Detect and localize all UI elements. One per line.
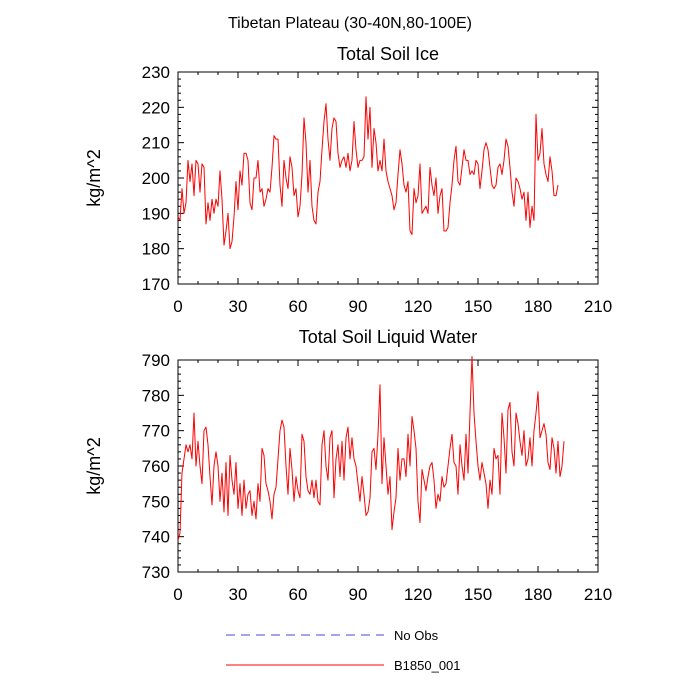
x-tick-label: 150 (464, 297, 492, 316)
y-tick-label: 790 (142, 351, 170, 370)
x-tick-label: 210 (584, 585, 612, 604)
y-tick-label: 230 (142, 63, 170, 82)
y-tick-label: 750 (142, 492, 170, 511)
x-tick-label: 60 (289, 585, 308, 604)
x-tick-label: 180 (524, 297, 552, 316)
x-tick-label: 150 (464, 585, 492, 604)
x-tick-label: 30 (229, 297, 248, 316)
x-tick-label: 0 (173, 585, 182, 604)
series-line (177, 355, 565, 541)
y-axis-label: kg/m^2 (84, 149, 104, 206)
plot-frame (177, 359, 599, 573)
x-tick-label: 210 (584, 297, 612, 316)
x-tick-label: 90 (349, 585, 368, 604)
series-line (177, 96, 559, 250)
panel-title: Total Soil Ice (337, 44, 439, 64)
panel-total-soil-ice: Total Soil Ice 0 30 60 90 120 150 180 210 170 180 1… (84, 44, 612, 316)
y-tick-label: 210 (142, 134, 170, 153)
x-tick-label: 180 (524, 585, 552, 604)
y-tick-label: 180 (142, 240, 170, 259)
figure-title: Tibetan Plateau (30-40N,80-100E) (228, 15, 472, 32)
y-tick-label: 190 (142, 204, 170, 223)
x-tick-label: 0 (173, 297, 182, 316)
y-axis-label: kg/m^2 (84, 437, 104, 494)
panel-title: Total Soil Liquid Water (299, 327, 477, 347)
y-tick-label: 780 (142, 386, 170, 405)
x-tick-label: 120 (404, 297, 432, 316)
y-tick-label: 200 (142, 169, 170, 188)
y-tick-label: 770 (142, 422, 170, 441)
legend-label: B1850_001 (394, 658, 461, 673)
x-tick-label: 120 (404, 585, 432, 604)
legend: No Obs B1850_001 (226, 628, 461, 673)
y-tick-label: 730 (142, 563, 170, 582)
x-tick-label: 30 (229, 585, 248, 604)
panel-total-soil-liquid-water: Total Soil Liquid Water 0 30 60 90 120 150 180 2… (84, 327, 612, 604)
x-tick-label: 90 (349, 297, 368, 316)
legend-label: No Obs (394, 628, 439, 643)
y-tick-label: 760 (142, 457, 170, 476)
y-tick-label: 170 (142, 275, 170, 294)
y-tick-label: 740 (142, 528, 170, 547)
y-tick-label: 220 (142, 98, 170, 117)
x-tick-label: 60 (289, 297, 308, 316)
